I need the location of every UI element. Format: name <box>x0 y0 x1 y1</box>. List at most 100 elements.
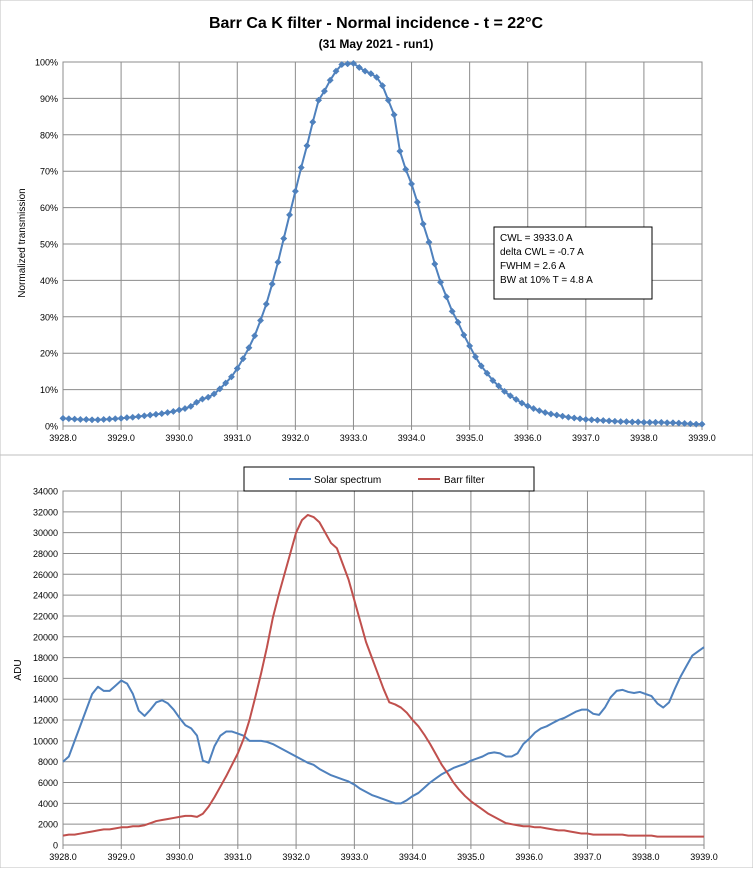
x-tick-label: 3933.0 <box>341 852 369 862</box>
data-point-marker <box>181 404 189 413</box>
x-tick-label: 3938.0 <box>632 852 660 862</box>
data-point-marker <box>646 418 654 426</box>
x-tick-label: 3929.0 <box>107 433 135 443</box>
data-point-marker <box>146 411 154 419</box>
data-point-marker <box>681 419 689 428</box>
data-point-marker <box>651 418 660 426</box>
y-tick-label: 18000 <box>33 653 58 663</box>
x-tick-label: 3936.0 <box>515 852 543 862</box>
chart1-y-axis-label: Normalized transmission <box>17 188 28 297</box>
data-point-marker <box>460 331 468 339</box>
chart1-series <box>59 59 706 428</box>
data-point-marker <box>413 198 421 206</box>
data-point-marker <box>657 418 665 426</box>
data-point-marker <box>175 406 183 414</box>
solar-spectrum-line <box>62 646 705 805</box>
data-point-marker <box>129 413 137 421</box>
data-point-marker <box>442 293 450 301</box>
data-point-marker <box>448 307 456 315</box>
data-point-marker <box>204 393 212 401</box>
data-point-marker <box>88 416 96 424</box>
y-tick-label: 34000 <box>33 487 58 497</box>
data-point-marker <box>437 278 445 286</box>
x-tick-label: 3935.0 <box>457 852 485 862</box>
chart2-y-tick-labels: 0 2000 4000 6000 8000 10000 12000 14000 16000 180… <box>33 487 58 851</box>
y-tick-label: 60% <box>40 203 58 213</box>
data-point-marker <box>59 414 67 422</box>
x-tick-label: 3932.0 <box>282 852 310 862</box>
data-point-marker <box>419 220 427 228</box>
data-point-marker <box>210 390 218 398</box>
data-point-marker <box>669 419 677 427</box>
y-tick-label: 14000 <box>33 695 58 705</box>
chart2-series <box>62 513 705 838</box>
legend-label-barr-filter: Barr filter <box>444 475 485 486</box>
data-point-marker <box>576 415 584 423</box>
data-point-marker <box>512 395 520 403</box>
transmission-chart: Barr Ca K filter - Normal incidence - t … <box>17 15 716 443</box>
data-point-marker <box>588 416 596 424</box>
data-point-marker <box>471 353 479 361</box>
data-point-marker <box>280 234 288 243</box>
data-point-marker <box>617 418 625 426</box>
data-point-marker <box>338 60 346 69</box>
x-tick-label: 3934.0 <box>399 852 427 862</box>
y-tick-label: 32000 <box>33 507 58 517</box>
data-point-marker <box>169 407 177 415</box>
data-point-marker <box>309 118 317 126</box>
x-tick-label: 3930.0 <box>165 433 193 443</box>
data-point-marker <box>495 382 503 390</box>
chart2-y-axis-label: ADU <box>13 659 24 680</box>
x-tick-label: 3932.0 <box>282 433 310 443</box>
barr-filter-line <box>62 513 704 838</box>
y-tick-label: 12000 <box>33 716 58 726</box>
data-point-marker <box>506 392 514 400</box>
data-point-marker <box>535 407 543 415</box>
data-point-marker <box>361 67 369 75</box>
y-tick-label: 22000 <box>33 611 58 621</box>
data-point-marker <box>320 87 328 95</box>
data-point-marker <box>82 415 90 424</box>
data-point-marker <box>268 280 276 288</box>
y-tick-label: 16000 <box>33 674 58 684</box>
data-point-marker <box>628 418 636 426</box>
chart2-gridlines <box>62 490 705 849</box>
data-point-marker <box>222 379 230 387</box>
chart1-annotation-box: CWL = 3933.0 A delta CWL = -0.7 A FWHM =… <box>493 226 653 300</box>
data-point-marker <box>466 342 474 350</box>
data-point-marker <box>663 419 671 427</box>
data-point-marker <box>105 415 114 423</box>
chart1-gridlines <box>62 61 703 430</box>
data-point-marker <box>622 418 631 426</box>
x-tick-label: 3937.0 <box>572 433 600 443</box>
data-point-marker <box>117 414 125 422</box>
data-point-marker <box>71 415 79 423</box>
chart1-x-tick-labels: 3928.0 3929.0 3930.0 3931.0 3932.0 3933.0 3934… <box>49 433 716 443</box>
data-point-marker <box>692 420 700 428</box>
annotation-line: delta CWL = -0.7 A <box>500 247 584 258</box>
data-point-marker <box>402 165 410 173</box>
data-point-marker <box>500 387 509 395</box>
data-point-marker <box>187 402 195 410</box>
data-point-marker <box>134 412 143 421</box>
data-point-marker <box>634 418 642 426</box>
data-point-marker <box>407 180 416 188</box>
data-point-marker <box>686 420 694 428</box>
data-point-marker <box>489 376 497 385</box>
data-point-marker <box>454 318 462 326</box>
y-tick-label: 90% <box>40 94 58 104</box>
data-point-marker <box>303 142 311 150</box>
annotation-line: BW at 10% T = 4.8 A <box>500 275 593 286</box>
data-point-marker <box>529 404 538 413</box>
data-point-marker <box>559 412 567 420</box>
data-point-marker <box>291 187 299 195</box>
legend-label-solar-spectrum: Solar spectrum <box>314 475 381 486</box>
chart2-x-tick-labels: 3928.0 3929.0 3930.0 3931.0 3932.0 3933.0 3934… <box>49 852 718 862</box>
y-tick-label: 70% <box>40 167 58 177</box>
x-tick-label: 3939.0 <box>690 852 718 862</box>
data-point-marker <box>582 415 590 424</box>
x-tick-label: 3938.0 <box>630 433 658 443</box>
chart2-legend: Solar spectrum Barr filter <box>243 466 535 492</box>
y-tick-label: 2000 <box>38 820 58 830</box>
